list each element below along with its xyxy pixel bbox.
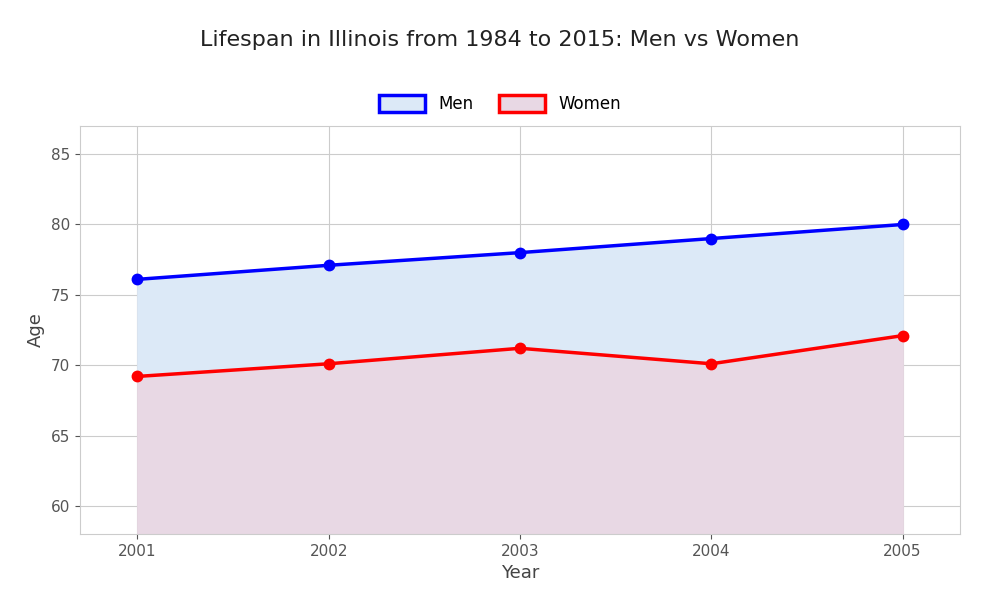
Y-axis label: Age: Age (27, 313, 45, 347)
Legend: Men, Women: Men, Women (370, 86, 630, 121)
Text: Lifespan in Illinois from 1984 to 2015: Men vs Women: Lifespan in Illinois from 1984 to 2015: … (200, 30, 800, 50)
X-axis label: Year: Year (501, 564, 539, 582)
